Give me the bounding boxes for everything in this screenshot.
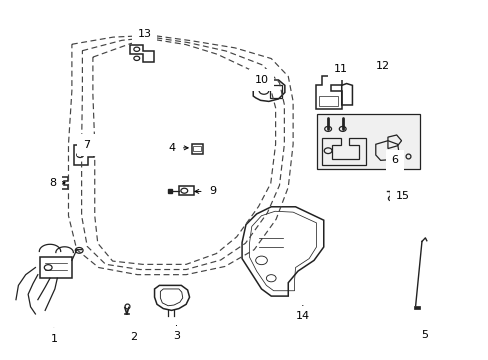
Text: 1: 1	[50, 328, 57, 344]
Text: 10: 10	[254, 75, 270, 87]
Text: 6: 6	[391, 155, 398, 165]
Bar	[318, 96, 338, 107]
Text: 13: 13	[138, 28, 151, 40]
Bar	[269, 85, 282, 98]
Text: 7: 7	[83, 140, 90, 151]
Text: 11: 11	[333, 64, 347, 74]
Bar	[192, 144, 202, 154]
Bar	[193, 147, 201, 152]
Text: 15: 15	[395, 191, 408, 201]
Bar	[40, 257, 72, 278]
Bar	[413, 306, 419, 309]
Text: 5: 5	[420, 330, 427, 341]
Text: 8: 8	[49, 178, 64, 188]
Text: 2: 2	[130, 331, 137, 342]
Text: 4: 4	[168, 143, 188, 153]
Bar	[317, 114, 419, 169]
Bar	[179, 186, 194, 195]
Text: 14: 14	[295, 306, 309, 321]
Text: 3: 3	[173, 326, 180, 342]
Text: 9: 9	[195, 186, 216, 197]
Text: 12: 12	[369, 62, 389, 73]
